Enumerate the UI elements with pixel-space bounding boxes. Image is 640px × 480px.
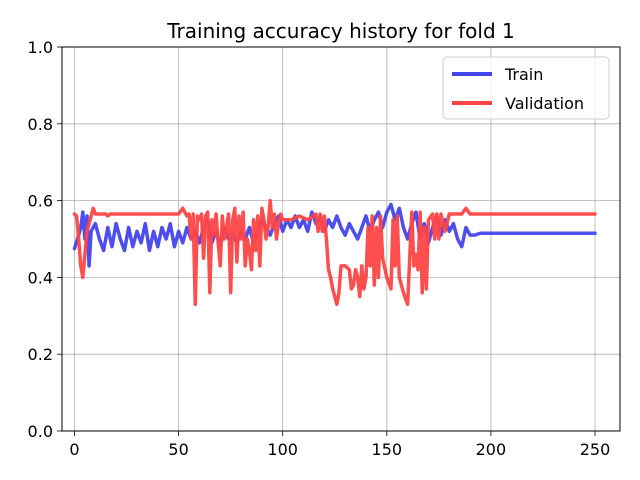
y-tick-label: 1.0 bbox=[28, 38, 53, 57]
x-tick-label: 200 bbox=[476, 440, 507, 459]
x-tick-label: 250 bbox=[580, 440, 611, 459]
chart-title: Training accuracy history for fold 1 bbox=[166, 19, 514, 43]
x-tick-label: 0 bbox=[69, 440, 79, 459]
axis-ticks: 0 50 100 150 200 250 0.0 0.2 0.4 0.6 0.8 1.0 bbox=[28, 38, 611, 459]
series-line-train bbox=[72, 202, 597, 268]
legend: Train Validation bbox=[442, 56, 610, 120]
y-tick-label: 0.6 bbox=[28, 192, 53, 211]
y-tick-label: 0.2 bbox=[28, 345, 53, 364]
legend-label-train: Train bbox=[504, 65, 543, 84]
series-line-validation bbox=[72, 198, 597, 307]
grid bbox=[62, 46, 620, 432]
plot-frame bbox=[61, 46, 621, 432]
x-tick-label: 50 bbox=[168, 440, 188, 459]
y-tick-label: 0.4 bbox=[28, 268, 53, 287]
x-tick-label: 100 bbox=[267, 440, 298, 459]
y-tick-label: 0.8 bbox=[28, 115, 53, 134]
y-tick-label: 0.0 bbox=[28, 422, 53, 441]
series-lines bbox=[72, 198, 597, 307]
x-tick-label: 150 bbox=[372, 440, 403, 459]
legend-label-validation: Validation bbox=[505, 94, 584, 113]
